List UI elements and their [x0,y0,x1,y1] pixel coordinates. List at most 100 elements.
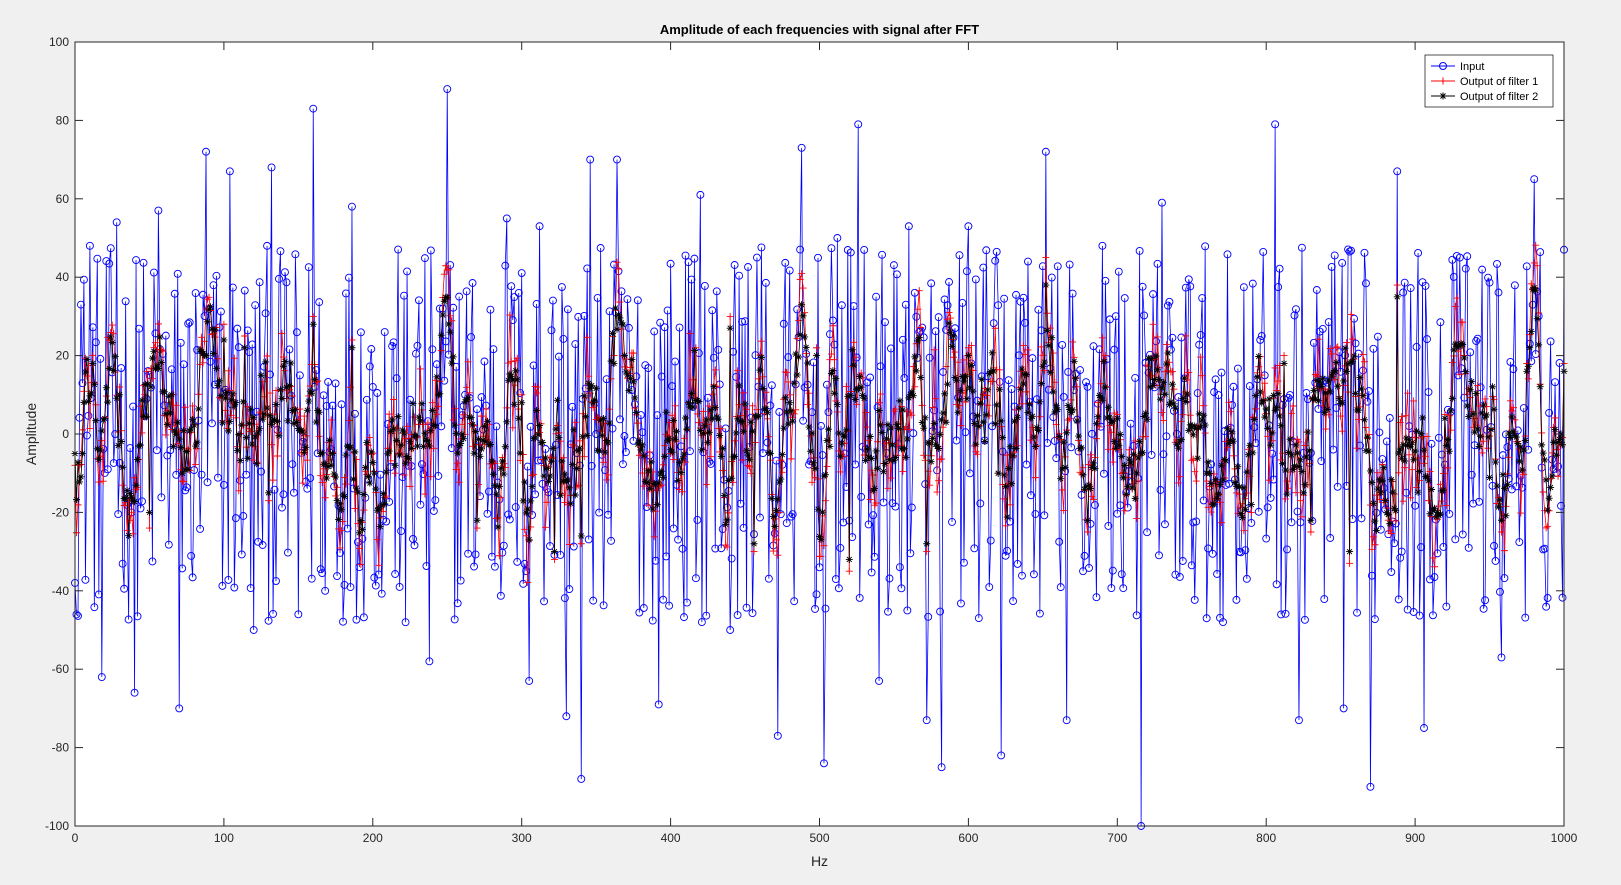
data-point [750,540,757,547]
data-point [1437,511,1444,518]
y-tick-label: -40 [52,584,70,598]
data-point [1373,527,1380,534]
data-point [701,422,708,429]
data-point [125,532,132,539]
data-point [981,438,988,445]
data-point [1547,484,1554,491]
data-point [1239,514,1246,521]
y-tick-label: 100 [49,35,69,49]
chart-title: Amplitude of each frequencies with signa… [660,22,979,37]
x-tick-label: 800 [1256,831,1276,845]
data-point [1496,496,1503,503]
data-point [98,427,105,434]
chart-legend: Input Output of filter 1 Output of filter … [1425,55,1553,107]
data-point [1026,401,1033,408]
data-point [969,388,976,395]
data-point [258,372,265,379]
data-point [990,368,997,375]
data-point [578,532,585,539]
data-point [756,367,763,374]
y-tick-label: 20 [56,349,70,363]
data-point [843,426,850,433]
data-point [357,517,364,524]
data-point [1084,517,1091,524]
data-point [1190,431,1197,438]
legend-label: Output of filter 1 [1460,76,1538,88]
x-axis-label: Hz [811,853,828,869]
data-point [210,350,217,357]
data-point [1534,315,1541,322]
data-point [770,513,777,520]
data-point [474,517,481,524]
data-point [1292,441,1299,448]
data-point [923,540,930,547]
data-point [815,506,822,513]
x-tick-label: 100 [214,831,234,845]
data-point [1136,438,1143,445]
data-point [1447,407,1454,414]
data-point [1392,507,1399,514]
x-tick-label: 700 [1107,831,1127,845]
data-point [444,294,451,301]
data-point [928,458,935,465]
data-point [1532,287,1539,294]
data-point [1544,507,1551,514]
data-point [1163,361,1170,368]
data-point [1260,397,1267,404]
data-point [1158,384,1165,391]
data-point [817,536,824,543]
y-tick-label: 80 [56,113,70,127]
x-tick-label: 500 [809,831,829,845]
x-tick-label: 0 [72,831,79,845]
data-point [901,445,908,452]
data-point [558,458,565,465]
data-point [1063,429,1070,436]
data-point [414,443,421,450]
data-point [1117,431,1124,438]
data-point [226,418,233,425]
data-point [1248,501,1255,508]
data-point [503,418,510,425]
data-point [1349,358,1356,365]
data-point [1379,477,1386,484]
legend-marker [1440,93,1447,100]
data-point [902,454,909,461]
data-point [219,419,226,426]
data-point [675,477,682,484]
data-point [1054,406,1061,413]
data-point [211,326,218,333]
data-point [1044,327,1051,334]
data-point [922,414,929,421]
data-point [1193,425,1200,432]
data-point [1371,518,1378,525]
data-point [703,416,710,423]
data-point [661,453,668,460]
data-point [246,420,253,427]
data-point [695,398,702,405]
x-tick-label: 300 [512,831,532,845]
data-point [1004,514,1011,521]
data-point [1339,399,1346,406]
x-tick-label: 600 [958,831,978,845]
data-point [1523,368,1530,375]
data-point [724,516,731,523]
legend-label: Input [1460,61,1484,73]
data-point [1553,452,1560,459]
data-point [971,420,978,427]
data-point [1175,445,1182,452]
y-tick-label: 0 [62,427,69,441]
data-point [1474,426,1481,433]
x-tick-label: 1000 [1551,831,1578,845]
data-point [1333,359,1340,366]
data-point [1161,391,1168,398]
legend-label: Output of filter 2 [1460,91,1538,103]
data-point [1099,397,1106,404]
y-axis-label: Amplitude [23,403,39,465]
data-point [1444,436,1451,443]
x-tick-label: 400 [661,831,681,845]
data-point [1385,511,1392,518]
data-point [1281,360,1288,367]
data-point [1462,368,1469,375]
data-point [79,450,86,457]
